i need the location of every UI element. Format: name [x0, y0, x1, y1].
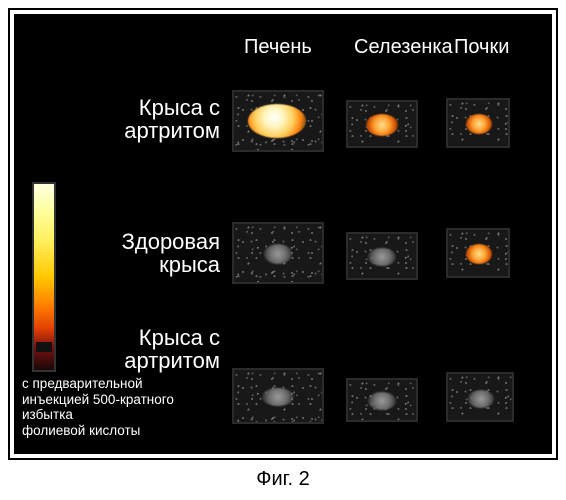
- signal-blob: [366, 114, 398, 136]
- sample-r3-spleen: [346, 378, 418, 422]
- sample-r1-liver: [232, 90, 324, 152]
- row3-sub-l1: с предварительной: [22, 376, 222, 392]
- signal-blob: [466, 114, 492, 134]
- sample-r3-liver: [232, 368, 324, 424]
- row3-sub-l4: фолиевой кислоты: [22, 423, 222, 439]
- signal-blob: [368, 248, 396, 266]
- row1-label-line1: Крыса с: [60, 96, 220, 119]
- intensity-colorbar: [32, 182, 56, 372]
- signal-blob: [368, 392, 396, 410]
- col-header-liver: Печень: [244, 36, 312, 59]
- row1-label-line2: артритом: [60, 119, 220, 142]
- signal-blob: [466, 244, 492, 264]
- signal-blob: [264, 244, 292, 264]
- sample-r3-kidney: [446, 372, 514, 422]
- row3-label-line1: Крыса с: [60, 326, 220, 349]
- signal-blob: [468, 390, 494, 408]
- sample-r2-spleen: [346, 232, 418, 280]
- row3-sub-l3: избытка: [22, 407, 222, 423]
- figure-panel: Печень Селезенка Почки Крыса с артритом …: [14, 14, 552, 454]
- row3-label-line2: артритом: [60, 349, 220, 372]
- sample-r1-kidney: [446, 98, 510, 148]
- row2-label-line2: крыса: [60, 253, 220, 276]
- signal-blob: [248, 104, 306, 138]
- row1-label: Крыса с артритом: [60, 96, 220, 142]
- signal-blob: [262, 388, 294, 406]
- col-header-spleen: Селезенка: [354, 36, 453, 59]
- sample-r1-spleen: [346, 100, 418, 148]
- sample-r2-liver: [232, 222, 324, 284]
- sample-r2-kidney: [446, 228, 510, 278]
- colorbar-notch: [36, 342, 52, 352]
- row2-label: Здоровая крыса: [60, 230, 220, 276]
- row3-label: Крыса с артритом: [60, 326, 220, 372]
- row3-sublabel: с предварительной инъекцией 500-кратного…: [22, 376, 222, 438]
- figure-caption: Фиг. 2: [0, 468, 566, 491]
- row3-sub-l2: инъекцией 500-кратного: [22, 392, 222, 408]
- row2-label-line1: Здоровая: [60, 230, 220, 253]
- col-header-kidney: Почки: [454, 36, 509, 59]
